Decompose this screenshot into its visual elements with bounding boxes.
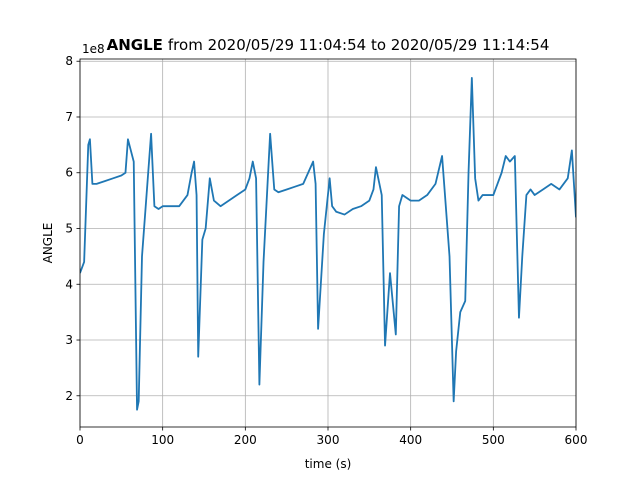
title-rest: from 2020/05/29 11:04:54 to 2020/05/29 1… <box>168 36 549 54</box>
x-tick-label: 600 <box>565 433 588 447</box>
title-bold: ANGLE <box>107 36 163 54</box>
data-line <box>80 77 576 411</box>
x-tick-label: 400 <box>399 433 422 447</box>
x-tick-label: 500 <box>482 433 505 447</box>
y-tick-label: 8 <box>65 54 73 68</box>
y-tick-label: 2 <box>65 389 73 403</box>
y-tick-label: 6 <box>65 166 73 180</box>
y-tick-label: 4 <box>65 277 73 291</box>
y-tick-label: 3 <box>65 333 73 347</box>
x-axis-label: time (s) <box>305 457 352 471</box>
x-tick-label: 300 <box>317 433 340 447</box>
y-offset-label: 1e8 <box>82 42 105 56</box>
y-tick-label: 5 <box>65 222 73 236</box>
x-tick-label: 200 <box>234 433 257 447</box>
y-axis-label: ANGLE <box>41 223 55 264</box>
x-tick-label: 100 <box>151 433 174 447</box>
y-tick-label: 7 <box>65 110 73 124</box>
chart-title: ANGLE from 2020/05/29 11:04:54 to 2020/05… <box>107 36 550 54</box>
axes-frame <box>79 58 577 428</box>
x-tick-label: 0 <box>76 433 84 447</box>
